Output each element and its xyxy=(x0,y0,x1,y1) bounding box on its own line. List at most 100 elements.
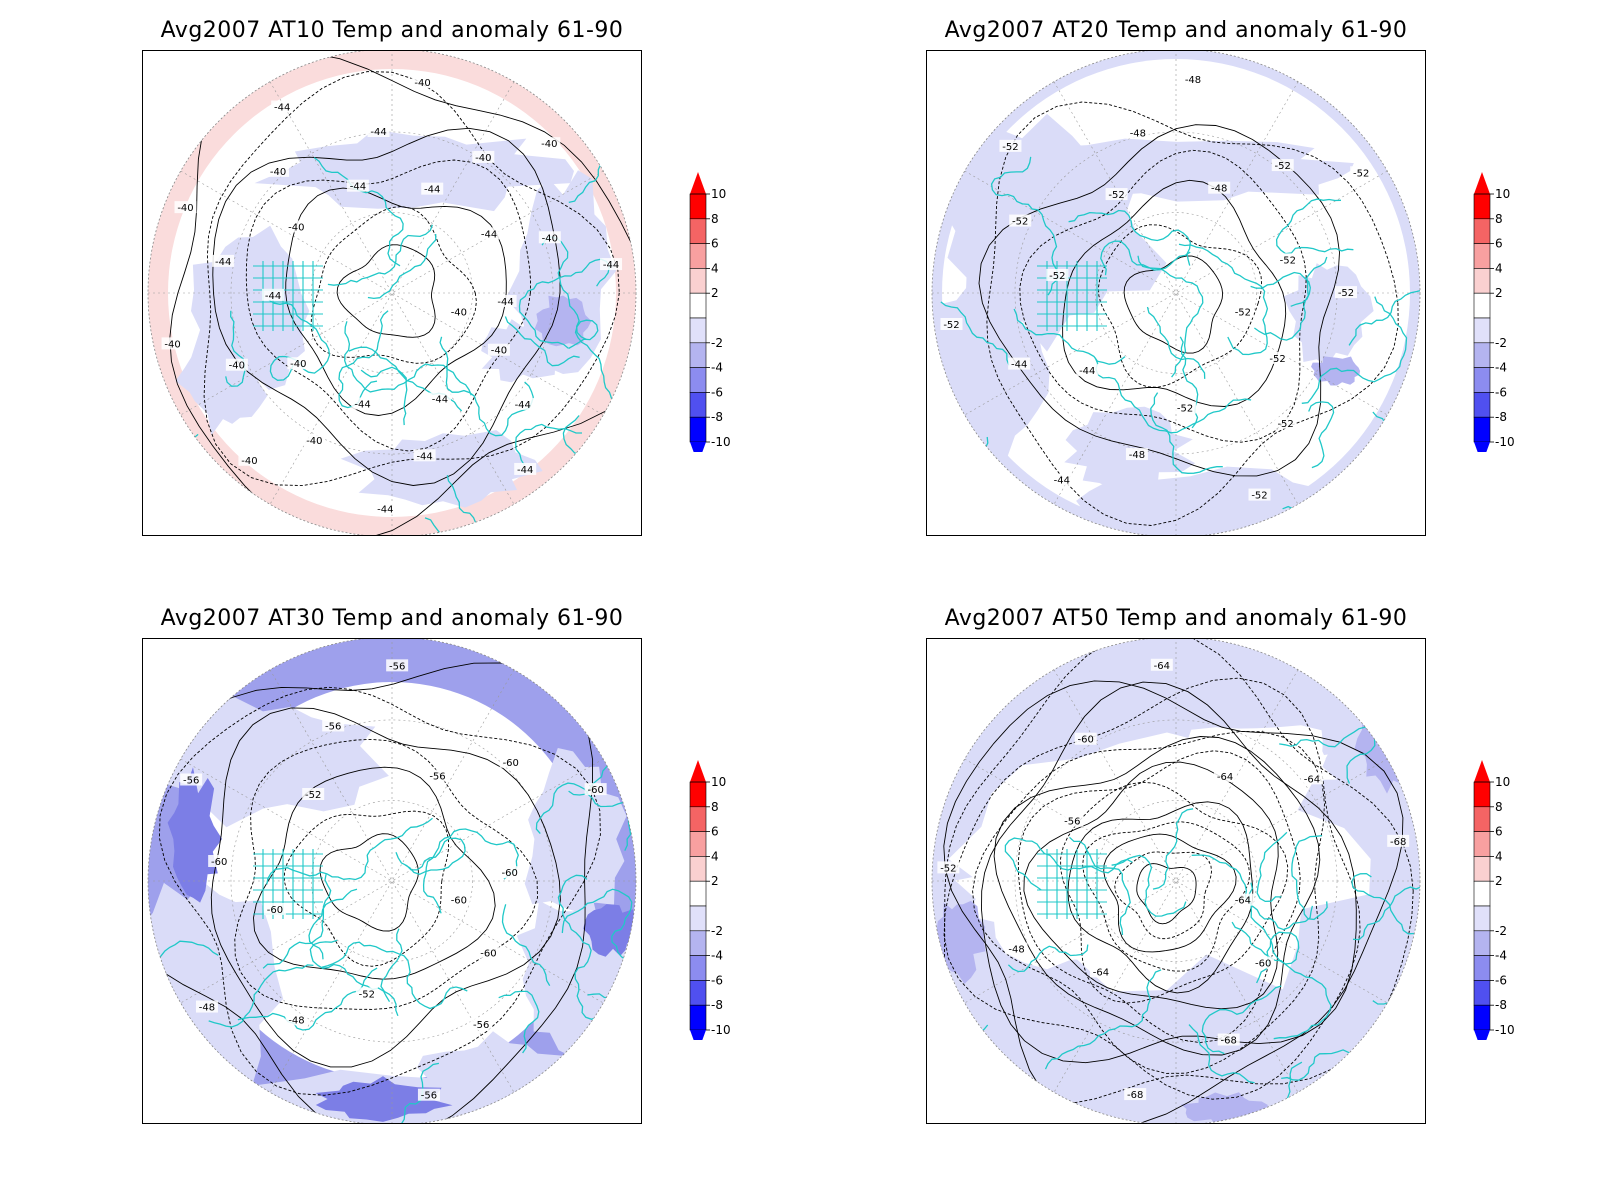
contour-label: -64 xyxy=(1217,772,1233,783)
colorbar-tick-label: -2 xyxy=(1495,924,1507,938)
anomaly-patch-strong xyxy=(1311,356,1361,386)
coastline xyxy=(360,366,408,426)
colorbar-segment xyxy=(1473,218,1491,244)
map-title: Avg2007 AT10 Temp and anomaly 61-90 xyxy=(160,18,624,43)
isotherm-contour xyxy=(203,71,620,487)
contour-label: -44 xyxy=(370,127,386,138)
contour-label: -52 xyxy=(1049,271,1065,282)
colorbar-tick-label: 6 xyxy=(711,237,719,251)
colorbar-tick-label: -4 xyxy=(711,361,723,375)
isotherm-contour xyxy=(319,833,419,932)
colorbar-tick-label: 2 xyxy=(711,874,719,888)
colorbar-segment xyxy=(1473,416,1491,443)
coastline xyxy=(1068,209,1191,266)
colorbar-tick-label: 10 xyxy=(711,187,726,201)
colorbar-segment xyxy=(1473,781,1491,808)
contour-label: -40 xyxy=(241,456,257,467)
coastline xyxy=(1301,296,1408,404)
contour-label: -48 xyxy=(288,1015,304,1026)
contour-label: -40 xyxy=(229,361,245,372)
colorbar-segment xyxy=(1473,856,1491,882)
coastline xyxy=(208,964,314,1028)
isotherm-contour xyxy=(943,677,1361,1100)
contour-label: -64 xyxy=(1235,896,1251,907)
colorbar-tick-label: 8 xyxy=(711,212,719,226)
colorbar-segment xyxy=(689,980,707,1006)
colorbar-segment xyxy=(689,317,707,344)
colorbar-tick-label: 2 xyxy=(711,286,719,300)
colorbar-segment xyxy=(1473,243,1491,269)
contour-label: -40 xyxy=(288,222,304,233)
coastline xyxy=(1352,872,1420,941)
meridian-line xyxy=(964,758,1388,1004)
colorbar-svg: 10 8 6 4 2 -2 -4 -6 -8 -10 xyxy=(689,172,731,464)
isotherm-contour xyxy=(1098,224,1263,388)
coastline xyxy=(501,904,551,987)
meridian-line xyxy=(964,170,1388,416)
colorbar: 10 8 6 4 2 -2 -4 -6 -8 -10 xyxy=(686,172,746,464)
polar-map: -60 -60 -56 -56 -52 -48 -48 -60 -60 -56 -52 -56 -56 -… xyxy=(142,638,642,1124)
contour-label: -44 xyxy=(517,465,533,476)
colorbar-tick-label: 8 xyxy=(1495,800,1503,814)
isotherm-contour xyxy=(978,124,1340,477)
colorbar-tick-label: 2 xyxy=(1495,874,1503,888)
coastline xyxy=(394,1062,440,1123)
contour-label: -44 xyxy=(432,395,448,406)
coastline xyxy=(1308,401,1335,469)
colorbar-segment xyxy=(1473,980,1491,1006)
latitude-circle xyxy=(1095,800,1257,962)
isotherm-contour xyxy=(986,101,1399,526)
coastline xyxy=(1013,308,1126,365)
colorbar-tick-label: 10 xyxy=(1495,775,1510,789)
colorbar-tick-label: -10 xyxy=(1495,435,1515,449)
coastline xyxy=(1004,837,1133,891)
colorbar-segment xyxy=(689,930,707,956)
isotherm-contour xyxy=(234,738,538,1010)
colorbar-arrow-bottom xyxy=(1474,1030,1490,1052)
anomaly-patch xyxy=(340,430,543,508)
colorbar-tick-label: -2 xyxy=(1495,336,1507,350)
coastline xyxy=(327,224,434,286)
colorbar-arrow-bottom xyxy=(690,1030,706,1052)
contour-label: -52 xyxy=(1177,404,1193,415)
colorbar-segment xyxy=(689,243,707,269)
isotherm-contour xyxy=(1103,833,1237,953)
meridian-line xyxy=(180,758,604,1004)
contour-label: -40 xyxy=(177,203,193,214)
coastline xyxy=(1201,985,1282,1055)
colorbar-segment xyxy=(689,392,707,418)
isotherm-contour xyxy=(212,127,561,486)
colorbar-arrow-bottom xyxy=(1474,442,1490,464)
contour-label: -40 xyxy=(414,78,430,89)
contour-label: -44 xyxy=(1079,366,1095,377)
colorbar-tick-label: 6 xyxy=(711,825,719,839)
coastline xyxy=(1044,969,1162,1070)
contour-label: -48 xyxy=(1211,184,1227,195)
contour-label: -52 xyxy=(1353,168,1369,179)
colorbar-tick-label: 4 xyxy=(1495,261,1503,275)
contour-label: -44 xyxy=(416,451,432,462)
contour-label: -60 xyxy=(503,758,519,769)
coastline xyxy=(266,817,433,885)
colorbar-tick-label: 4 xyxy=(1495,849,1503,863)
colorbar-segment xyxy=(1473,193,1491,220)
polar-map-svg: -40 -40 -44 -44 -44 -44 -44 -44 -40 -40 -40 -40 -40 -… xyxy=(147,51,637,535)
contour-label: -52 xyxy=(943,320,959,331)
coastline xyxy=(1111,854,1187,917)
polar-map-svg: -52 -52 -52 -52 -52 -48 -44 -44 -44 -52 -52 -52 -52 -… xyxy=(931,51,1421,535)
coastline xyxy=(561,888,633,961)
contour-label: -60 xyxy=(267,905,283,916)
colorbar-segment xyxy=(689,781,707,808)
colorbar-segment xyxy=(689,1004,707,1031)
contour-label: -56 xyxy=(183,776,199,787)
isotherm-contour xyxy=(1114,851,1212,940)
contour-label: -68 xyxy=(1127,1090,1143,1101)
coastline xyxy=(498,1100,636,1123)
anomaly-patch-strong xyxy=(167,767,223,903)
contour-label: -52 xyxy=(940,863,956,874)
contour-label: -68 xyxy=(1221,1036,1237,1047)
contour-label: -48 xyxy=(1130,129,1146,140)
contour-label: -56 xyxy=(429,772,445,783)
colorbar-tick-label: 8 xyxy=(1495,212,1503,226)
contour-label: -44 xyxy=(274,103,290,114)
